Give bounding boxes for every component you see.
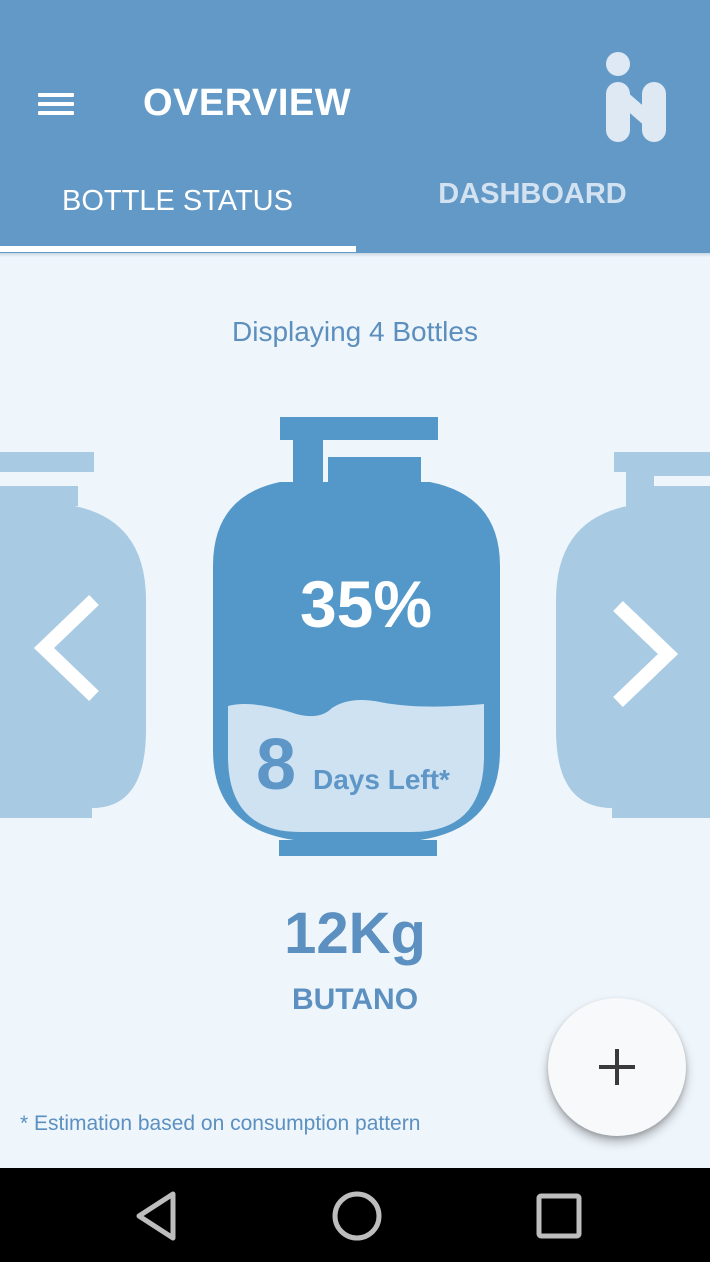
bottle-carousel [0, 417, 710, 856]
days-left-number: 8 [256, 725, 297, 805]
liquid-level [228, 700, 484, 832]
estimation-footnote: * Estimation based on consumption patter… [20, 1112, 421, 1135]
active-tab-indicator [0, 246, 356, 252]
recents-icon[interactable] [529, 1186, 589, 1246]
add-bottle-button[interactable] [548, 998, 686, 1136]
bottle-weight: 12Kg [284, 901, 426, 966]
active-bottle [213, 417, 500, 856]
app-bar-shadow [0, 253, 710, 257]
home-icon[interactable] [327, 1186, 387, 1246]
tab-bottle-status[interactable]: BOTTLE STATUS [62, 185, 293, 217]
system-navigation-bar [0, 1168, 710, 1262]
plus-icon [548, 998, 686, 1136]
app-bar: OVERVIEW BOTTLE STATUS DASHBOARD [0, 0, 710, 253]
days-left-label: Days Left* [313, 764, 450, 795]
back-icon[interactable] [127, 1186, 187, 1246]
next-bottle-arrow-icon[interactable] [604, 596, 684, 716]
tab-dashboard[interactable]: DASHBOARD [438, 178, 627, 210]
next-bottle [556, 452, 710, 818]
previous-bottle-arrow-icon[interactable] [30, 590, 110, 710]
page-title: OVERVIEW [143, 82, 352, 124]
brand-logo-icon [606, 52, 666, 142]
gas-type: BUTANO [291, 983, 419, 1016]
hamburger-menu-icon[interactable] [30, 84, 82, 124]
previous-bottle [0, 452, 146, 818]
fill-percentage: 35% [299, 567, 433, 641]
bottle-count-text: Displaying 4 Bottles [232, 316, 478, 347]
